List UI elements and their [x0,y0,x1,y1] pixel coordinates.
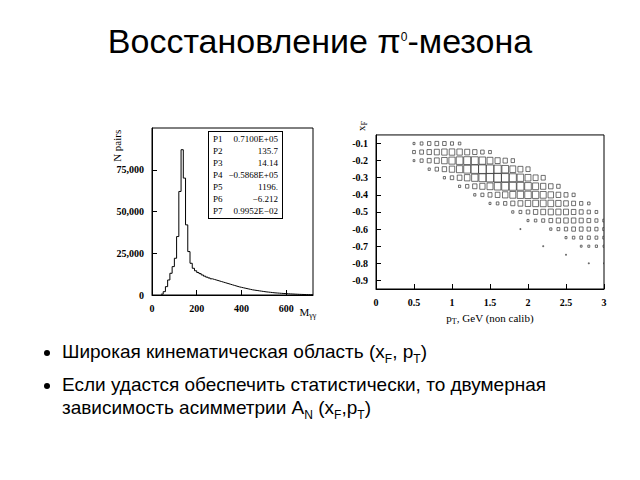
html-text:P5: P5 [213,182,223,192]
svg-text:-0.7: -0.7 [352,241,368,252]
svg-text:-0.9: -0.9 [352,275,368,286]
html-text:1196.: 1196. [258,182,278,192]
svg-text:-0.6: -0.6 [352,224,368,235]
html-text:−6.212: −6.212 [252,194,278,204]
svg-text:400: 400 [234,303,249,314]
svg-text:N pairs: N pairs [111,130,123,162]
html-text:0: 0 [400,29,408,44]
svg-text:600: 600 [279,303,294,314]
svg-text:2: 2 [526,297,531,308]
html-text:pT: pT [446,312,457,326]
svg-text:-0.2: -0.2 [352,155,368,166]
svg-text:-0.4: -0.4 [352,189,368,200]
svg-text:F: F [360,120,369,125]
svg-text:-0.8: -0.8 [352,258,368,269]
html-text:Восстановление π: Восстановление π [107,22,401,60]
svg-text:-0.3: -0.3 [352,172,368,183]
html-text:P3: P3 [213,158,223,168]
svg-text:1: 1 [450,297,455,308]
html-text:P4: P4 [213,170,223,180]
html-text:0.9952E−02: 0.9952E−02 [233,206,278,216]
svg-text:75,000: 75,000 [117,164,145,175]
html-text:P1: P1 [213,134,223,144]
svg-text:2.5: 2.5 [560,297,573,308]
svg-text:0: 0 [374,297,379,308]
svg-text:50,000: 50,000 [117,206,145,217]
svg-text:, GeV (non calib): , GeV (non calib) [457,312,534,325]
svg-text:x: x [355,125,367,131]
html-text:14.14: 14.14 [257,158,278,168]
html-text:P7: P7 [213,206,223,216]
svg-text:3: 3 [602,297,607,308]
svg-text:γγ: γγ [308,311,317,320]
svg-text:0.5: 0.5 [408,297,421,308]
svg-text:M: M [300,306,310,318]
html-text:135.7: 135.7 [257,146,278,156]
svg-text:-0.1: -0.1 [352,138,368,149]
html-text:Если удастся обеспечить статис: Если удастся обеспечить статистически, т… [62,373,547,422]
html-text:-мезона: -мезона [407,22,533,60]
svg-text:0: 0 [139,290,144,301]
html-text:P2: P2 [213,146,223,156]
svg-text:200: 200 [189,303,204,314]
html-text:P6: P6 [213,194,223,204]
svg-text:0: 0 [150,303,155,314]
svg-text:25,000: 25,000 [117,248,145,259]
svg-text:1.5: 1.5 [484,297,497,308]
html-text:0.7100E+05: 0.7100E+05 [233,134,278,144]
html-text:Широкая кинематическая область: Широкая кинематическая область (xF, pT) [62,341,427,366]
html-text:−0.5868E+05: −0.5868E+05 [228,170,278,180]
svg-text:-0.5: -0.5 [352,206,368,217]
